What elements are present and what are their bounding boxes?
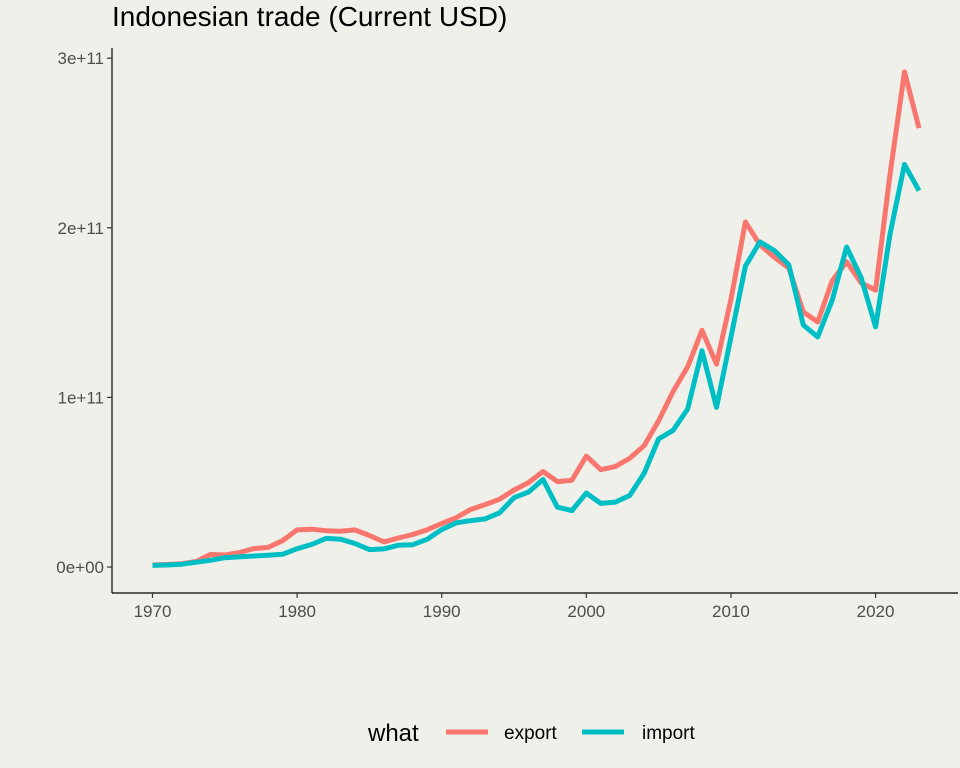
x-tick-label: 1990 bbox=[423, 602, 461, 621]
x-tick-label: 2020 bbox=[857, 602, 895, 621]
y-tick-label: 0e+00 bbox=[56, 558, 104, 577]
y-tick-label: 2e+11 bbox=[58, 219, 104, 238]
x-tick-label: 2010 bbox=[712, 602, 750, 621]
series-line-import bbox=[152, 161, 922, 568]
legend-label-export: export bbox=[504, 723, 558, 744]
legend-title: what bbox=[367, 720, 419, 747]
plot-area bbox=[152, 69, 922, 568]
legend-label-import: import bbox=[642, 723, 696, 744]
y-tick-label: 3e+11 bbox=[58, 49, 104, 68]
x-tick-label: 2000 bbox=[567, 602, 605, 621]
y-axis: 0e+00 1e+11 2e+11 3e+11 bbox=[56, 49, 112, 577]
x-tick-label: 1980 bbox=[278, 602, 316, 621]
legend: what export import bbox=[367, 720, 696, 747]
chart-title: Indonesian trade (Current USD) bbox=[112, 1, 507, 32]
x-tick-label: 1970 bbox=[134, 602, 172, 621]
x-axis: 1970 1980 1990 2000 2010 2020 bbox=[134, 593, 895, 621]
y-tick-label: 1e+11 bbox=[58, 388, 104, 407]
